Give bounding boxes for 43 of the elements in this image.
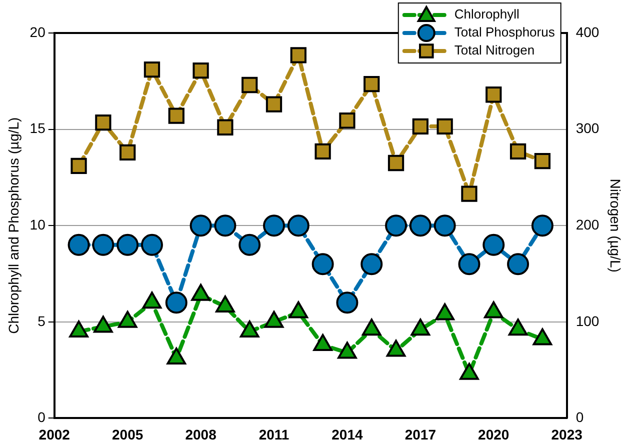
point bbox=[70, 158, 87, 174]
legend-label: Total Nitrogen bbox=[454, 42, 535, 58]
point bbox=[388, 154, 404, 172]
y2-tick-label: 400 bbox=[576, 24, 600, 40]
y-tick-label: 10 bbox=[30, 216, 46, 232]
x-tick-label: 2017 bbox=[404, 426, 436, 442]
x-tick-label: 2005 bbox=[112, 426, 144, 442]
y2-tick-label: 200 bbox=[576, 216, 600, 232]
point bbox=[120, 144, 136, 160]
y-axis-title: Chlorophyll and Phosphorus (µg/L) bbox=[5, 117, 22, 334]
y-tick-label: 5 bbox=[38, 312, 46, 329]
point bbox=[436, 118, 453, 134]
point bbox=[412, 118, 428, 134]
point bbox=[534, 153, 551, 170]
point bbox=[217, 119, 234, 136]
x-tick-label: 2023 bbox=[551, 426, 583, 442]
y2-tick-label: 100 bbox=[576, 312, 600, 329]
x-tick-label: 2002 bbox=[38, 426, 70, 442]
x-tick-label: 2020 bbox=[478, 426, 510, 442]
point bbox=[266, 96, 282, 112]
point bbox=[461, 186, 478, 202]
point bbox=[192, 62, 209, 79]
point bbox=[314, 143, 331, 160]
point bbox=[290, 47, 306, 64]
x-tick-label: 2014 bbox=[332, 426, 363, 442]
y2-tick-label: 300 bbox=[576, 120, 600, 136]
y-tick-label: 20 bbox=[30, 24, 46, 40]
y2-tick-label: 0 bbox=[576, 409, 584, 426]
y2-axis-title: Nitrogen (µg/L) bbox=[608, 178, 624, 272]
point bbox=[510, 143, 526, 160]
legend-label: Total Phosphorus bbox=[454, 24, 556, 40]
point bbox=[364, 76, 380, 92]
point bbox=[339, 112, 356, 129]
point bbox=[95, 114, 112, 131]
point bbox=[144, 62, 160, 78]
y-tick-label: 0 bbox=[38, 409, 46, 426]
x-tick-label: 2008 bbox=[185, 426, 217, 442]
y-tick-label: 15 bbox=[30, 120, 46, 136]
point bbox=[168, 108, 184, 124]
point bbox=[486, 86, 502, 103]
x-tick-label: 2011 bbox=[258, 426, 290, 442]
legend-label: Chlorophyll bbox=[454, 6, 520, 22]
point bbox=[242, 76, 258, 94]
